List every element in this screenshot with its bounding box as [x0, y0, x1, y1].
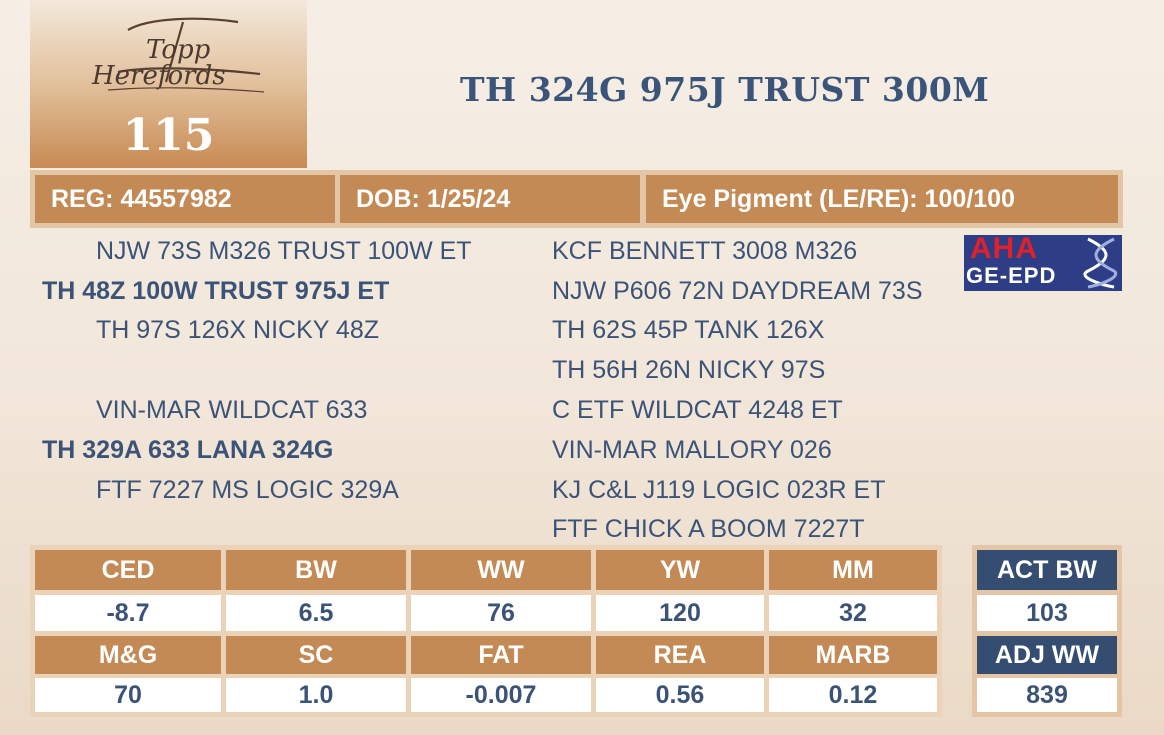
- epd-header-ced: CED: [35, 550, 221, 590]
- epd-header-mm: MM: [769, 550, 937, 590]
- pedigree-sire-dam: TH 97S 126X NICKY 48Z: [96, 316, 380, 344]
- epd-value-ced: -8.7: [35, 595, 221, 631]
- pedigree-ancestor: NJW P606 72N DAYDREAM 73S: [552, 277, 923, 305]
- epd-value-mm: 32: [769, 595, 937, 631]
- epd-header-sc: SC: [226, 636, 406, 674]
- pedigree-dam-dam: FTF 7227 MS LOGIC 329A: [96, 476, 399, 504]
- epd-header-bw: BW: [226, 550, 406, 590]
- adj-ww-value: 839: [977, 678, 1117, 712]
- act-bw-label: ACT BW: [977, 550, 1117, 590]
- pedigree-dam: TH 329A 633 LANA 324G: [42, 436, 334, 464]
- epd-header-fat: FAT: [411, 636, 591, 674]
- epd-value-mg: 70: [35, 678, 221, 712]
- registration-number: REG: 44557982: [35, 175, 335, 223]
- svg-text:Topp: Topp: [146, 35, 211, 65]
- act-bw-value: 103: [977, 595, 1117, 631]
- info-bar: REG: 44557982 DOB: 1/25/24 Eye Pigment (…: [30, 170, 1123, 228]
- epd-header-marb: MARB: [769, 636, 937, 674]
- epd-header-ww: WW: [411, 550, 591, 590]
- page-title: TH 324G 975J TRUST 300M: [460, 70, 990, 109]
- aha-ge-epd-badge: AHA GE-EPD: [964, 235, 1122, 291]
- date-of-birth: DOB: 1/25/24: [340, 175, 640, 223]
- pedigree-dam-sire: VIN-MAR WILDCAT 633: [96, 396, 368, 424]
- pedigree-ancestor: KJ C&L J119 LOGIC 023R ET: [552, 476, 886, 504]
- epd-value-fat: -0.007: [411, 678, 591, 712]
- epd-table: CED BW WW YW MM -8.7 6.5 76 120 32 M&G S…: [30, 545, 942, 717]
- svg-text:Herefords: Herefords: [91, 61, 226, 91]
- epd-header-yw: YW: [596, 550, 764, 590]
- pedigree-ancestor: TH 56H 26N NICKY 97S: [552, 356, 826, 384]
- epd-value-marb: 0.12: [769, 678, 937, 712]
- adj-ww-label: ADJ WW: [977, 636, 1117, 674]
- pedigree-sire-sire: NJW 73S M326 TRUST 100W ET: [96, 237, 472, 265]
- epd-value-yw: 120: [596, 595, 764, 631]
- pedigree-ancestor: VIN-MAR MALLORY 026: [552, 436, 832, 464]
- badge-aha-text: AHA: [970, 235, 1038, 265]
- epd-value-sc: 1.0: [226, 678, 406, 712]
- epd-value-ww: 76: [411, 595, 591, 631]
- pedigree-ancestor: C ETF WILDCAT 4248 ET: [552, 396, 843, 424]
- badge-ge-epd-text: GE-EPD: [966, 263, 1057, 288]
- topp-herefords-logo: Topp Herefords: [91, 17, 265, 93]
- epd-value-rea: 0.56: [596, 678, 764, 712]
- dna-helix-icon: [1083, 237, 1118, 289]
- eye-pigment: Eye Pigment (LE/RE): 100/100: [646, 175, 1118, 223]
- epd-value-bw: 6.5: [226, 595, 406, 631]
- logo-panel: Topp Herefords 115: [30, 0, 307, 168]
- pedigree-ancestor: KCF BENNETT 3008 M326: [552, 237, 858, 265]
- lot-number: 115: [122, 110, 215, 161]
- epd-header-mg: M&G: [35, 636, 221, 674]
- pedigree-ancestor: TH 62S 45P TANK 126X: [552, 316, 825, 344]
- epd-header-rea: REA: [596, 636, 764, 674]
- pedigree-ancestor: FTF CHICK A BOOM 7227T: [552, 515, 865, 543]
- pedigree-sire: TH 48Z 100W TRUST 975J ET: [42, 277, 390, 305]
- weights-table: ACT BW 103 ADJ WW 839: [972, 545, 1122, 717]
